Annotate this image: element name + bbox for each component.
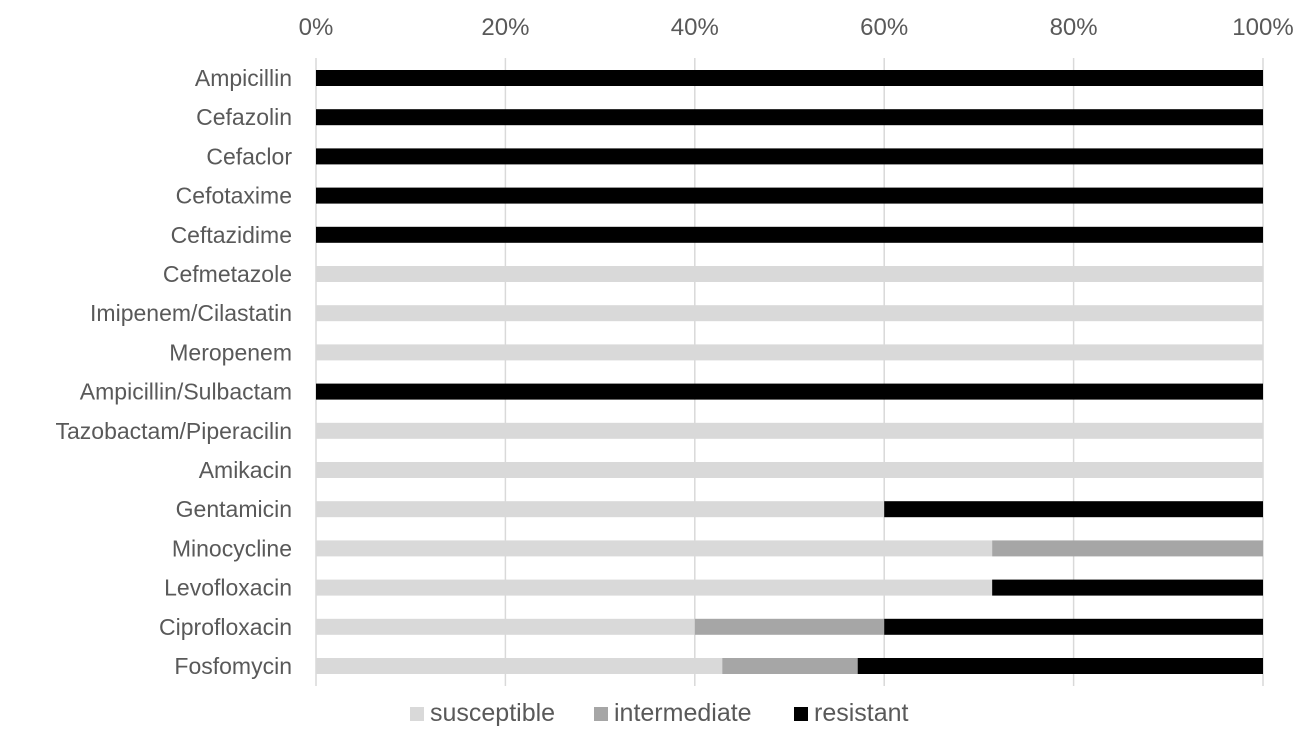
bars [316, 70, 1263, 674]
category-label: Amikacin [199, 457, 292, 483]
category-label: Cefaclor [206, 143, 292, 169]
legend: susceptible intermediate resistant [410, 699, 909, 727]
category-label: Cefotaxime [176, 183, 292, 209]
bar-segment-resistant [884, 618, 1263, 635]
bar-segment-resistant [316, 383, 1263, 400]
legend-swatch-intermediate [594, 707, 608, 721]
bar-segment-susceptible [316, 305, 1263, 322]
bar-segment-susceptible [316, 501, 885, 518]
bar-segment-susceptible [316, 344, 1263, 361]
bar-segment-resistant [884, 501, 1263, 518]
bar-segment-resistant [316, 148, 1263, 165]
category-label: Gentamicin [176, 496, 292, 522]
x-tick-label: 40% [671, 14, 719, 41]
category-label: Cefmetazole [163, 261, 292, 287]
bar-segment-resistant [992, 579, 1263, 596]
legend-label: resistant [814, 699, 909, 727]
x-tick-label: 80% [1050, 14, 1098, 41]
bar-segment-susceptible [316, 266, 1263, 282]
category-labels: Ampicillin Cefazolin Cefaclor Cefotaxime Cef… [55, 65, 292, 679]
category-label: Fosfomycin [174, 653, 292, 679]
category-label: Cefazolin [196, 104, 292, 130]
x-tick-label: 0% [299, 14, 334, 41]
bar-segment-resistant [316, 226, 1263, 243]
x-tick-label: 60% [860, 14, 908, 41]
category-label: Tazobactam/Piperacilin [55, 418, 292, 444]
bar-segment-resistant [316, 109, 1263, 126]
category-label: Minocycline [172, 535, 292, 561]
category-label: Ceftazidime [171, 222, 292, 248]
category-label: Imipenem/Cilastatin [90, 300, 292, 326]
bar-segment-resistant [316, 187, 1263, 204]
category-label: Ampicillin [195, 65, 292, 91]
category-label: Levofloxacin [164, 575, 292, 601]
category-label: Ciprofloxacin [159, 614, 292, 640]
bar-segment-susceptible [316, 658, 723, 674]
legend-swatch-resistant [794, 707, 808, 721]
bar-segment-intermediate [694, 618, 885, 635]
x-axis-ticks: 0% 20% 40% 60% 80% 100% [299, 14, 1294, 41]
x-tick-label: 100% [1232, 14, 1293, 41]
legend-label: susceptible [430, 699, 555, 727]
bar-segment-susceptible [316, 422, 1263, 439]
category-label: Meropenem [169, 339, 292, 365]
legend-swatch-susceptible [410, 707, 424, 721]
category-label: Ampicillin/Sulbactam [80, 379, 292, 405]
bar-segment-resistant [316, 70, 1263, 86]
bar-segment-resistant [857, 658, 1263, 674]
x-tick-label: 20% [481, 14, 529, 41]
bar-segment-intermediate [992, 540, 1263, 557]
bar-segment-susceptible [316, 618, 695, 635]
bar-segment-intermediate [722, 658, 858, 674]
bar-segment-susceptible [316, 462, 1263, 478]
bar-segment-susceptible [316, 540, 993, 557]
bar-segment-susceptible [316, 579, 993, 596]
legend-label: intermediate [614, 699, 752, 727]
